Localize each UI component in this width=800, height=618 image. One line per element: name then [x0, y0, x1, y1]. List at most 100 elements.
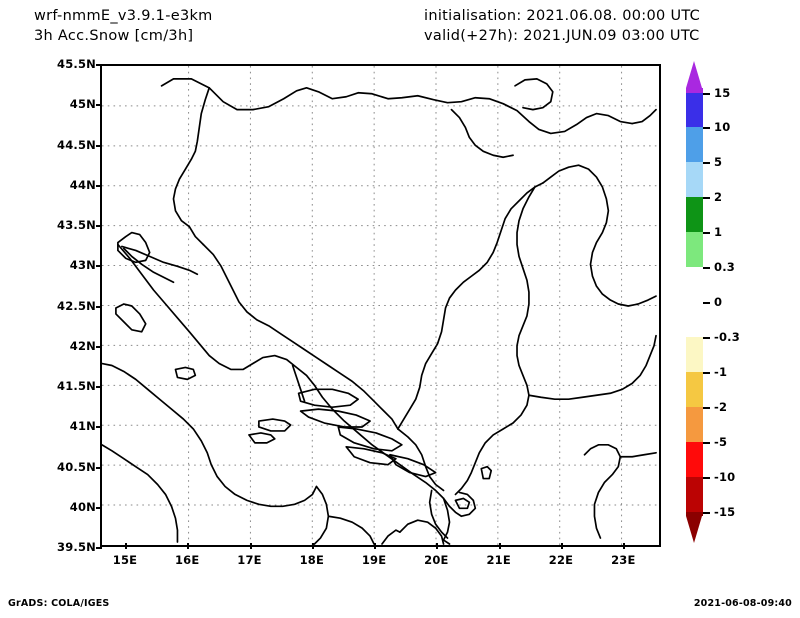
colorbar-arrow-up-icon — [686, 61, 702, 88]
colorbar-tick-0 — [703, 302, 710, 304]
colorbar-tick-neg15 — [703, 512, 710, 514]
colorbar-tick-neg5 — [703, 442, 710, 444]
colorbar-tick-5 — [703, 162, 710, 164]
colorbar-label-neg15: -15 — [714, 505, 736, 519]
colorbar-label-0: 0 — [714, 295, 723, 309]
colorbar-tick-neg10 — [703, 477, 710, 479]
colorbar-band-neg0.3-0[interactable] — [686, 302, 703, 337]
colorbar-label-1: 1 — [714, 225, 723, 239]
lon-tick-23E — [623, 543, 626, 549]
lon-label-15E: 15E — [112, 553, 138, 567]
model-title: wrf-nmmE_v3.9.1-e3km — [34, 8, 213, 24]
render-timestamp: 2021-06-08-09:40 — [693, 598, 792, 609]
colorbar-label-neg2: -2 — [714, 400, 728, 414]
lat-label-45N: 45N — [69, 97, 96, 112]
valid-time: valid(+27h): 2021.JUN.09 03:00 UTC — [424, 28, 700, 44]
lat-label-40N: 40N — [69, 499, 96, 514]
lon-tick-17E — [249, 543, 252, 549]
lat-label-42.5N: 42.5N — [57, 298, 96, 313]
colorbar-band-above-15[interactable] — [686, 88, 703, 93]
lon-label-17E: 17E — [237, 553, 262, 567]
gridlines — [102, 66, 659, 545]
colorbar-band-neg1-neg0.3[interactable] — [686, 337, 703, 372]
map-plot-area[interactable] — [100, 64, 661, 547]
colorbar-band-5-10[interactable] — [686, 127, 703, 162]
lat-label-44.5N: 44.5N — [57, 137, 96, 152]
lat-tick-44.5N — [96, 144, 102, 147]
colorbar-band-neg10-neg5[interactable] — [686, 442, 703, 477]
grads-credit: GrADS: COLA/IGES — [8, 598, 110, 609]
colorbar-band-neg5-neg2[interactable] — [686, 407, 703, 442]
colorbar-band-neg15-neg10[interactable] — [686, 477, 703, 512]
lat-tick-42.5N — [96, 305, 102, 308]
lat-tick-40N — [96, 506, 102, 509]
header-left-block: wrf-nmmE_v3.9.1-e3km 3h Acc.Snow [cm/3h] — [34, 6, 213, 46]
colorbar-tick-15 — [703, 93, 710, 95]
lon-label-18E: 18E — [299, 553, 325, 567]
colorbar-band-0-0.3[interactable] — [686, 267, 703, 302]
lat-tick-40.5N — [96, 466, 102, 469]
colorbar-label-neg1: -1 — [714, 365, 728, 379]
lat-tick-43N — [96, 265, 102, 268]
lon-label-20E: 20E — [424, 553, 449, 567]
colorbar-label-5: 5 — [714, 155, 723, 169]
colorbar-label-neg10: -10 — [714, 470, 736, 484]
lon-label-21E: 21E — [486, 553, 511, 567]
lat-label-41.5N: 41.5N — [57, 379, 96, 393]
lat-tick-44N — [96, 184, 102, 187]
colorbar-tick-neg0.3 — [703, 337, 710, 339]
colorbar-arrow-down-icon — [686, 516, 702, 543]
colorbar-band-10-15[interactable] — [686, 93, 703, 127]
lon-tick-18E — [311, 543, 314, 549]
lat-label-43.5N: 43.5N — [57, 218, 96, 232]
colorbar-band-neg2-neg1[interactable] — [686, 372, 703, 407]
coastlines-and-borders — [102, 78, 657, 545]
colorbar-tick-2 — [703, 197, 710, 199]
lon-label-23E: 23E — [611, 553, 636, 567]
colorbar-band-1-2[interactable] — [686, 197, 703, 232]
lat-label-43N: 43N — [69, 258, 96, 273]
colorbar-band-2-5[interactable] — [686, 162, 703, 197]
lon-tick-16E — [187, 543, 190, 549]
lat-label-44N: 44N — [69, 177, 96, 192]
latitude-axis: 45.5N 45N 44.5N 44N 43.5N 43N 42.5N 42N … — [30, 57, 102, 554]
colorbar-tick-neg2 — [703, 407, 710, 409]
lon-tick-15E — [125, 543, 127, 549]
lon-tick-22E — [561, 543, 563, 549]
lat-label-45.5N: 45.5N — [57, 57, 96, 71]
lat-label-41N: 41N — [69, 419, 96, 434]
colorbar-label-10: 10 — [714, 120, 731, 134]
lat-label-40.5N: 40.5N — [57, 459, 96, 474]
colorbar-label-15: 15 — [714, 86, 731, 100]
lat-label-42N: 42N — [69, 338, 96, 353]
lat-tick-41.5N — [96, 386, 102, 388]
map-canvas — [102, 66, 659, 545]
lat-tick-41N — [96, 426, 102, 429]
colorbar-tick-1 — [703, 232, 710, 234]
lat-tick-45.5N — [96, 64, 102, 66]
colorbar[interactable]: 15 10 5 2 1 0.3 0 -0.3 -1 -2 -5 -10 -15 — [686, 61, 740, 543]
lat-tick-39.5N — [96, 547, 102, 549]
lat-tick-43.5N — [96, 225, 102, 227]
longitude-axis: 15E 16E 17E 18E 19E 20E 21E 22E 23E — [100, 543, 661, 571]
lat-label-39.5N: 39.5N — [57, 540, 96, 554]
lon-tick-19E — [374, 543, 377, 549]
colorbar-band-0.3-1[interactable] — [686, 232, 703, 267]
lon-label-22E: 22E — [548, 553, 574, 567]
field-title: 3h Acc.Snow [cm/3h] — [34, 28, 194, 44]
colorbar-label-neg0.3: -0.3 — [714, 330, 740, 344]
lon-tick-21E — [498, 543, 501, 549]
colorbar-label-2: 2 — [714, 190, 723, 204]
colorbar-tick-0.3 — [703, 267, 710, 269]
colorbar-band-below-neg15[interactable] — [686, 512, 703, 516]
colorbar-tick-neg1 — [703, 372, 710, 374]
lon-label-16E: 16E — [174, 553, 200, 567]
colorbar-tick-10 — [703, 127, 710, 129]
colorbar-label-0.3: 0.3 — [714, 260, 735, 274]
lon-tick-20E — [436, 543, 439, 549]
header-right-block: initialisation: 2021.06.08. 00:00 UTC va… — [424, 6, 700, 46]
lon-label-19E: 19E — [361, 553, 387, 567]
lat-tick-45N — [96, 104, 102, 107]
initialisation-time: initialisation: 2021.06.08. 00:00 UTC — [424, 8, 701, 24]
